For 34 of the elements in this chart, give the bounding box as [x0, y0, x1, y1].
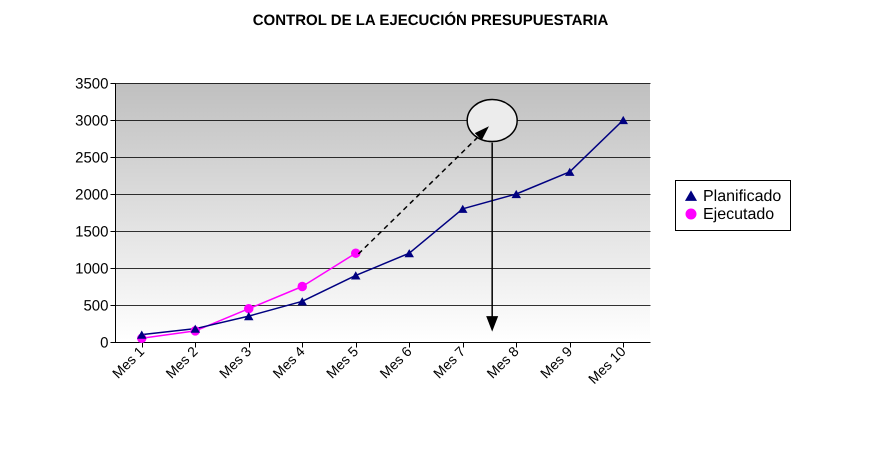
point	[298, 282, 307, 292]
legend-label: Planificado	[703, 188, 782, 205]
point	[618, 116, 628, 124]
x-tick-label: Mes 3	[216, 342, 254, 382]
x-tick-label: Mes 8	[483, 342, 522, 382]
y-tick-label: 3000	[75, 112, 108, 130]
point	[351, 248, 360, 258]
y-tick-label: 2500	[75, 150, 108, 166]
legend-label: Ejecutado	[703, 206, 774, 223]
y-tick-label: 1000	[75, 260, 108, 278]
x-tick-label: Mes 1	[108, 342, 148, 382]
x-tick-label: Mes 7	[430, 342, 468, 382]
x-tick-label: Mes 9	[536, 342, 576, 382]
y-tick-label: 0	[100, 334, 108, 352]
point	[244, 304, 254, 314]
point	[404, 249, 414, 258]
x-tick-label: Mes 10	[584, 342, 629, 387]
x-tick-label: Mes 4	[269, 342, 308, 382]
point	[512, 190, 521, 198]
y-tick-label: 2000	[75, 186, 108, 204]
x-tick-label: Mes 2	[162, 342, 201, 382]
y-tick-label: 3500	[75, 76, 108, 92]
point	[137, 330, 146, 339]
point	[565, 168, 574, 176]
y-tick-label: 500	[83, 298, 108, 314]
chart-title: CONTROL DE LA EJECUCIÓN PRESUPUESTARIA	[252, 11, 608, 29]
y-tick-label: 1500	[75, 224, 108, 240]
point	[351, 271, 360, 280]
point	[458, 204, 468, 213]
point	[298, 297, 307, 306]
point	[190, 324, 200, 333]
x-tick-label: Mes 6	[376, 342, 415, 382]
x-tick-label: Mes 5	[322, 342, 362, 382]
point	[244, 312, 254, 320]
